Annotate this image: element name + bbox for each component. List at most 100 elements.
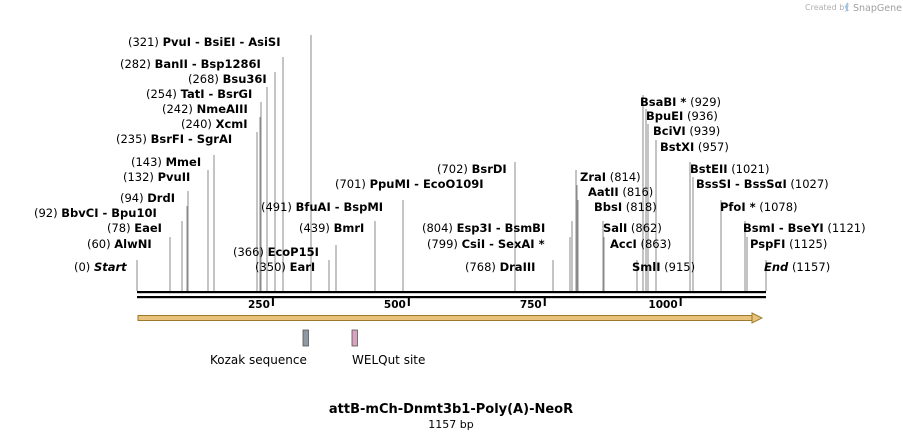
site-position: (92) — [34, 206, 58, 220]
enzyme-name: - Bpu10I — [98, 206, 156, 220]
arrow-body — [137, 315, 753, 321]
site-label-bsssi[interactable]: BssSI - BssSαI (1027) — [696, 177, 829, 191]
site-label-bsrfi[interactable]: (235) BsrFI - SgrAI — [116, 132, 232, 146]
site-position: (132) — [123, 170, 154, 184]
site-label-pvuii[interactable]: (132) PvuII — [123, 170, 190, 184]
enzyme-name: - SexAI * — [485, 237, 544, 251]
site-position: (491) — [261, 200, 292, 214]
site-label-eaei[interactable]: (78) EaeI — [107, 221, 162, 235]
site-position: (60) — [87, 237, 111, 251]
site-position: (957) — [698, 140, 729, 154]
site-label-alwni[interactable]: (60) AlwNI — [87, 237, 152, 251]
site-label-zrai[interactable]: ZraI (814) — [580, 170, 641, 184]
site-leaders — [136, 35, 767, 291]
enzyme-name: - BssSαI — [731, 177, 787, 191]
site-label-esp3i[interactable]: (804) Esp3I - BsmBI — [422, 221, 545, 235]
site-label-banii[interactable]: (282) BanII - Bsp1286I — [120, 57, 261, 71]
enzyme-name: BsrDI — [472, 162, 507, 176]
site-label-start[interactable]: (0) Start — [74, 260, 127, 274]
site-label-eari[interactable]: (350) EarI — [255, 260, 315, 274]
site-label-bsabi[interactable]: BsaBI * (929) — [640, 95, 721, 109]
enzyme-name: BsmI — [743, 221, 775, 235]
site-position: (862) — [631, 221, 662, 235]
site-label-pspfi[interactable]: PspFI (1125) — [750, 237, 827, 251]
site-label-drdi[interactable]: (94) DrdI — [120, 191, 175, 205]
site-label-csii[interactable]: (799) CsiI - SexAI * — [427, 237, 545, 251]
feature-mark-0[interactable] — [302, 329, 309, 347]
site-position: (863) — [640, 237, 671, 251]
site-position: (814) — [610, 170, 641, 184]
feature-mark-1[interactable] — [351, 329, 358, 347]
site-label-pfoi[interactable]: PfoI * (1078) — [720, 200, 798, 214]
site-label-bsrdi[interactable]: (702) BsrDI — [437, 162, 507, 176]
site-position: (235) — [116, 132, 147, 146]
site-label-aatii[interactable]: AatII (816) — [588, 185, 653, 199]
site-position: (701) — [335, 177, 366, 191]
site-position: (268) — [188, 72, 219, 86]
ruler-tick-label: 750 — [520, 299, 542, 311]
site-position: (366) — [233, 245, 264, 259]
site-label-bcivi[interactable]: BciVI (939) — [653, 124, 720, 138]
enzyme-name: BsrFI — [151, 132, 184, 146]
enzyme-name: CsiI — [462, 237, 486, 251]
enzyme-name: Start — [94, 260, 127, 274]
enzyme-name: BfuAI — [296, 200, 331, 214]
sequence-direction-arrow — [137, 312, 764, 324]
site-label-bsteii[interactable]: BstEII (1021) — [690, 162, 769, 176]
site-position: (0) — [74, 260, 90, 274]
enzyme-name: End — [764, 260, 789, 274]
site-label-draiii[interactable]: (768) DraIII — [465, 260, 535, 274]
site-label-bstxi[interactable]: BstXI (957) — [660, 140, 729, 154]
site-position: (804) — [422, 221, 453, 235]
site-position: (1121) — [827, 221, 865, 235]
site-position: (1125) — [789, 237, 827, 251]
site-label-ppumi[interactable]: (701) PpuMI - EcoO109I — [335, 177, 484, 191]
enzyme-name: PspFI — [750, 237, 785, 251]
backbone-top-strand — [137, 291, 766, 294]
site-label-end[interactable]: End (1157) — [764, 260, 830, 274]
ruler: 250 500 750 1000 — [248, 298, 682, 311]
enzyme-name: PvuII — [158, 170, 191, 184]
site-position: (240) — [181, 117, 212, 131]
site-label-smli[interactable]: SmlI (915) — [632, 260, 695, 274]
site-label-bsu36i[interactable]: (268) Bsu36I — [188, 72, 267, 86]
enzyme-name: - AsiSI — [235, 35, 280, 49]
site-label-bfuai[interactable]: (491) BfuAI - BspMI — [261, 200, 383, 214]
enzyme-name: EaeI — [134, 221, 162, 235]
site-position: (78) — [107, 221, 131, 235]
site-label-bmri[interactable]: (439) BmrI — [299, 221, 364, 235]
site-label-pvui[interactable]: (321) PvuI - BsiEI - AsiSI — [128, 35, 280, 49]
site-position: (816) — [622, 185, 653, 199]
enzyme-name: TatI — [181, 87, 205, 101]
site-label-mmei[interactable]: (143) MmeI — [131, 155, 201, 169]
ruler-tick-label: 500 — [384, 299, 406, 311]
enzyme-name: PfoI * — [720, 200, 756, 214]
enzyme-name: BciVI — [653, 124, 686, 138]
enzyme-name: MmeI — [166, 155, 202, 169]
site-label-sali[interactable]: SalI (862) — [603, 221, 662, 235]
feature-label-0[interactable]: Kozak sequence — [210, 353, 307, 367]
site-position: (799) — [427, 237, 458, 251]
ruler-tick-label: 250 — [248, 299, 270, 311]
enzyme-name: EarI — [290, 260, 316, 274]
credit-brand: SnapGene — [853, 3, 902, 14]
enzyme-name: EcoP15I — [268, 245, 319, 259]
enzyme-name: - BsrGI — [205, 87, 253, 101]
credit-prefix: Created by — [805, 3, 849, 12]
site-label-bbvci[interactable]: (92) BbvCI - Bpu10I — [34, 206, 157, 220]
enzyme-name: NmeAIII — [197, 102, 248, 116]
site-position: (1078) — [759, 200, 797, 214]
site-label-acci[interactable]: AccI (863) — [610, 237, 671, 251]
site-label-nmeaiii[interactable]: (242) NmeAIII — [162, 102, 248, 116]
site-label-bbsi[interactable]: BbsI (818) — [594, 200, 657, 214]
site-label-xcmi[interactable]: (240) XcmI — [181, 117, 248, 131]
site-label-tati[interactable]: (254) TatI - BsrGI — [146, 87, 252, 101]
feature-label-1[interactable]: WELQut site — [352, 353, 425, 367]
enzyme-name: BbsI — [594, 200, 622, 214]
site-label-ecop15i[interactable]: (366) EcoP15I — [233, 245, 319, 259]
site-label-bsmi[interactable]: BsmI - BseYI (1121) — [743, 221, 866, 235]
enzyme-name: Esp3I — [457, 221, 492, 235]
site-position: (768) — [465, 260, 496, 274]
site-label-bpuei[interactable]: BpuEI (936) — [646, 109, 718, 123]
